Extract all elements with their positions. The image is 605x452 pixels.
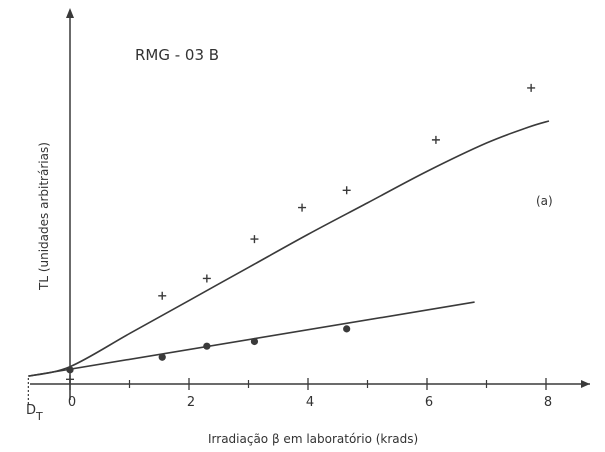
y-axis-label: TL (unidades arbitrárias) — [37, 142, 51, 291]
x-tick-label: 8 — [544, 395, 552, 410]
tick-labels: 0 2 4 6 8 — [68, 395, 552, 410]
plus-marker — [527, 83, 536, 92]
chart-axes — [27, 8, 590, 406]
dot-marker — [343, 325, 351, 333]
x-axis-arrow — [581, 380, 590, 388]
x-tick-label: 4 — [306, 395, 314, 410]
plus-marker — [158, 291, 167, 300]
dot-marker — [250, 337, 259, 346]
dt-label: DT — [26, 403, 43, 423]
plus-marker — [66, 375, 74, 384]
plus-marker — [202, 274, 211, 283]
panel-annotation: (a) — [536, 194, 553, 208]
x-tick-label: 2 — [187, 395, 195, 410]
plus-marker — [431, 135, 440, 144]
x-tick-label: 6 — [425, 395, 433, 410]
x-tick-label: 0 — [68, 395, 76, 410]
dot-marker — [203, 342, 211, 350]
plus-marker — [298, 203, 307, 212]
plus-marker — [250, 235, 259, 244]
plus-marker — [342, 186, 351, 195]
fit-line-2 — [28, 301, 475, 377]
fit-lines — [28, 120, 550, 377]
data-points — [66, 83, 536, 384]
y-axis-arrow — [66, 8, 74, 18]
dt-label-sub: T — [35, 410, 43, 423]
dot-marker — [158, 353, 166, 361]
chart-title: RMG - 03 B — [135, 46, 219, 64]
dot-marker — [66, 366, 74, 374]
fit-line-1 — [28, 120, 550, 377]
x-axis-label: Irradiação β em laboratório (krads) — [208, 432, 418, 446]
dt-label-main: D — [26, 403, 36, 418]
